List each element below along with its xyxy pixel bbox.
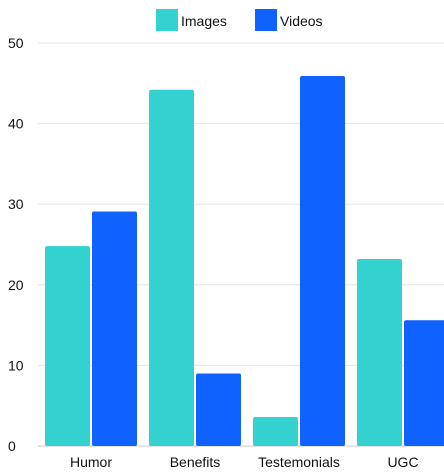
- bar-videos-humor: [92, 211, 137, 446]
- x-tick-label: UGC: [387, 454, 418, 468]
- bar-images-ugc: [357, 259, 402, 446]
- x-tick-label: Testemonials: [258, 454, 340, 468]
- legend: Images Videos: [156, 9, 323, 31]
- bar-images-testemonials: [253, 416, 298, 446]
- bar-images-humor: [45, 246, 90, 446]
- bar-videos-ugc: [404, 320, 444, 446]
- y-tick-label: 50: [8, 35, 24, 51]
- x-tick-label: Benefits: [170, 454, 221, 468]
- x-axis-ticks: Humor Benefits Testemonials UGC: [70, 454, 419, 470]
- legend-swatch-videos: [255, 9, 277, 31]
- bar-images-benefits: [149, 89, 194, 447]
- y-tick-label: 40: [8, 116, 24, 132]
- y-tick-label: 0: [8, 438, 16, 454]
- y-tick-label: 10: [8, 357, 24, 373]
- legend-swatch-images: [156, 9, 178, 31]
- bars: [45, 76, 444, 447]
- y-axis-ticks: 0 10 20 30 40 50: [8, 35, 24, 454]
- bar-videos-testemonials: [300, 76, 345, 447]
- legend-label-videos: Videos: [280, 13, 323, 29]
- bar-videos-benefits: [196, 373, 241, 446]
- legend-label-images: Images: [181, 13, 227, 29]
- y-tick-label: 30: [8, 196, 24, 212]
- x-tick-label: Humor: [70, 454, 112, 468]
- y-tick-label: 20: [8, 277, 24, 293]
